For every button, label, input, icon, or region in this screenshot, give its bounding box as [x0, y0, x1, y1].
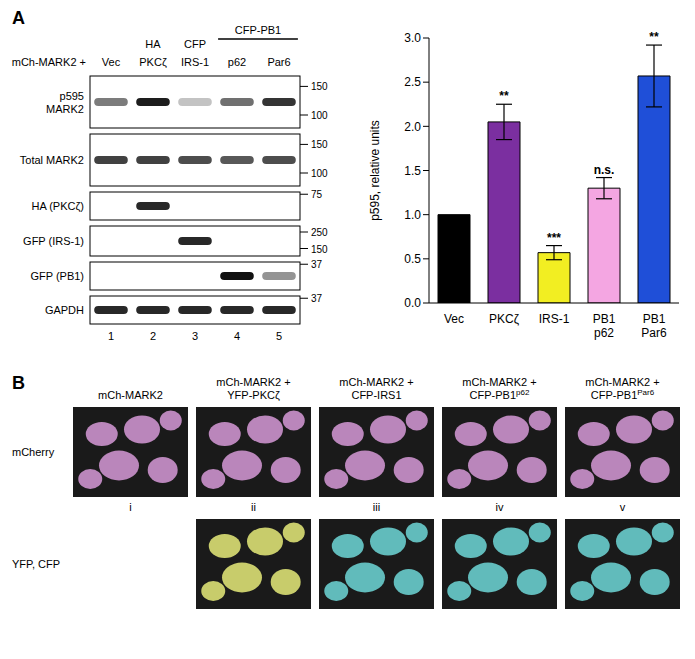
svg-text:3: 3	[192, 330, 198, 342]
svg-text:GFP (PB1): GFP (PB1)	[30, 270, 84, 282]
svg-text:Vec: Vec	[102, 56, 121, 68]
svg-text:250: 250	[311, 227, 328, 238]
svg-text:mCh-MARK2 +: mCh-MARK2 +	[339, 376, 413, 388]
svg-text:1.0: 1.0	[404, 208, 421, 222]
svg-text:i: i	[129, 501, 131, 513]
svg-text:iii: iii	[373, 501, 380, 513]
svg-text:IRS-1: IRS-1	[181, 56, 209, 68]
svg-text:100: 100	[311, 168, 328, 179]
svg-text:YFP, CFP: YFP, CFP	[12, 558, 60, 570]
svg-text:100: 100	[311, 110, 328, 121]
svg-text:PKCζ: PKCζ	[489, 312, 520, 326]
svg-text:mCh-MARK2 +: mCh-MARK2 +	[216, 376, 290, 388]
svg-text:CFP-IRS1: CFP-IRS1	[351, 389, 401, 401]
svg-text:0.5: 0.5	[404, 252, 421, 266]
svg-text:5: 5	[276, 330, 282, 342]
svg-text:PB1Par6: PB1Par6	[641, 312, 667, 340]
svg-text:PKCζ: PKCζ	[139, 56, 167, 68]
svg-text:2.5: 2.5	[404, 75, 421, 89]
svg-text:mCh-MARK2: mCh-MARK2	[98, 389, 163, 401]
svg-text:1: 1	[108, 330, 114, 342]
svg-text:p595: p595	[60, 90, 84, 102]
svg-text:**: **	[499, 89, 509, 103]
svg-text:150: 150	[311, 81, 328, 92]
svg-text:1.5: 1.5	[404, 164, 421, 178]
svg-text:iv: iv	[496, 501, 504, 513]
svg-text:p595, relative units: p595, relative units	[368, 120, 382, 221]
svg-text:4: 4	[234, 330, 240, 342]
svg-text:75: 75	[311, 189, 323, 200]
svg-text:mCherry: mCherry	[12, 446, 55, 458]
svg-text:GAPDH: GAPDH	[45, 304, 84, 316]
svg-text:mCh-MARK2 +: mCh-MARK2 +	[12, 56, 86, 68]
svg-text:***: ***	[547, 231, 561, 245]
svg-text:HA (PKCζ): HA (PKCζ)	[31, 200, 84, 212]
svg-text:ii: ii	[251, 501, 256, 513]
svg-text:2: 2	[150, 330, 156, 342]
svg-text:37: 37	[311, 259, 323, 270]
svg-text:CFP: CFP	[184, 38, 206, 50]
svg-text:A: A	[12, 8, 25, 28]
svg-text:37: 37	[311, 293, 323, 304]
svg-text:HA: HA	[145, 38, 161, 50]
svg-text:v: v	[620, 501, 626, 513]
svg-text:2.0: 2.0	[404, 120, 421, 134]
svg-text:B: B	[12, 373, 25, 393]
svg-text:Vec: Vec	[444, 312, 464, 326]
svg-text:0.0: 0.0	[404, 296, 421, 310]
svg-text:3.0: 3.0	[404, 31, 421, 45]
svg-text:mCh-MARK2 +: mCh-MARK2 +	[462, 376, 536, 388]
svg-text:n.s.: n.s.	[594, 163, 615, 177]
svg-text:150: 150	[311, 139, 328, 150]
svg-text:CFP-PB1Par6: CFP-PB1Par6	[591, 388, 655, 401]
svg-text:Par6: Par6	[267, 56, 290, 68]
svg-text:Total MARK2: Total MARK2	[20, 154, 84, 166]
svg-text:**: **	[649, 30, 659, 44]
svg-text:MARK2: MARK2	[46, 103, 84, 115]
svg-text:CFP-PB1: CFP-PB1	[235, 24, 281, 36]
svg-text:p62: p62	[228, 56, 246, 68]
svg-text:mCh-MARK2 +: mCh-MARK2 +	[585, 376, 659, 388]
svg-text:150: 150	[311, 244, 328, 255]
svg-text:YFP-PKCζ: YFP-PKCζ	[227, 389, 280, 401]
svg-text:GFP (IRS-1): GFP (IRS-1)	[23, 235, 84, 247]
svg-text:CFP-PB1p62: CFP-PB1p62	[470, 388, 530, 401]
svg-text:PB1p62: PB1p62	[593, 312, 616, 340]
svg-text:IRS-1: IRS-1	[539, 312, 570, 326]
